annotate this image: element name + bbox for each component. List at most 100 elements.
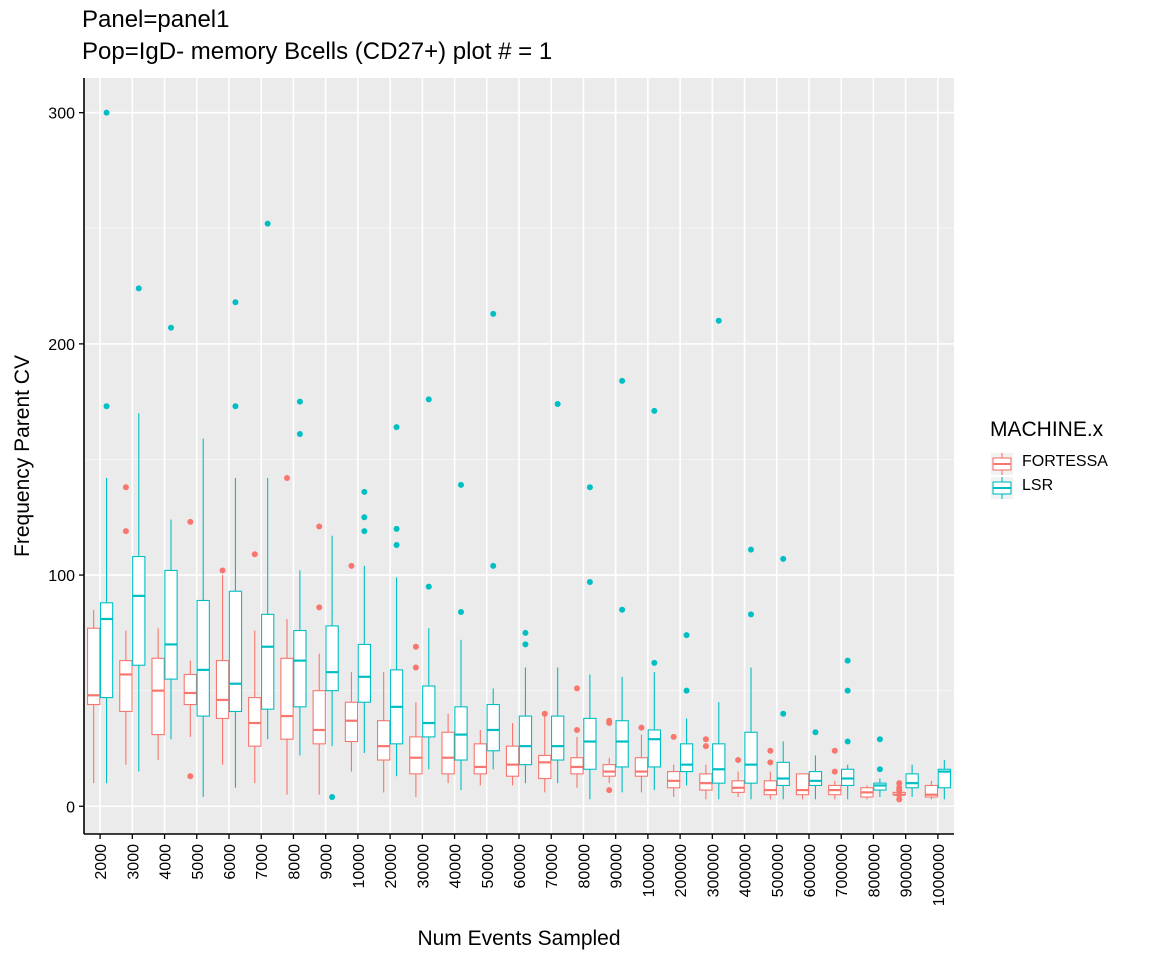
box-lsr [615, 377, 629, 793]
outlier-point [812, 729, 819, 736]
box-iqr [151, 657, 165, 736]
outlier-point [135, 285, 142, 292]
box-iqr [699, 773, 713, 791]
outlier-point [683, 632, 690, 639]
box-iqr [647, 729, 662, 768]
box-lsr [744, 546, 758, 800]
box-fortessa [763, 747, 778, 800]
box-fortessa [570, 685, 584, 788]
outlier-point [844, 687, 851, 694]
y-axis-label: Frequency Parent CV [11, 355, 34, 557]
box-iqr [763, 780, 778, 796]
box-iqr [312, 690, 326, 745]
outlier-point [715, 317, 722, 324]
outlier-point [702, 736, 709, 743]
box-iqr [937, 768, 952, 789]
outlier-point [296, 398, 303, 405]
box-fortessa [538, 710, 552, 793]
y-tick-label: 100 [48, 568, 75, 585]
outlier-point [748, 546, 754, 553]
box-iqr [905, 773, 919, 789]
box-lsr [679, 632, 694, 786]
x-tick-label: 50000 [480, 844, 497, 889]
box-iqr [873, 782, 887, 791]
outlier-point [831, 747, 838, 754]
outlier-point [748, 611, 754, 618]
box-iqr [132, 556, 146, 666]
x-tick-label: 80000 [576, 844, 593, 889]
outlier-point [122, 484, 129, 491]
outlier-point [187, 518, 194, 525]
box-lsr [486, 310, 500, 770]
box-iqr [840, 768, 855, 786]
box-fortessa [409, 643, 423, 798]
x-tick-label: 700000 [834, 844, 851, 897]
box-iqr [119, 660, 133, 713]
box-iqr [550, 715, 565, 761]
box-fortessa [666, 733, 681, 798]
outlier-point [296, 431, 303, 438]
box-fortessa [344, 562, 359, 772]
x-tick-label: 5000 [190, 844, 207, 880]
box-fortessa [731, 757, 745, 798]
outlier-point [702, 743, 709, 750]
box-fortessa [699, 736, 713, 800]
outlier-point [458, 481, 464, 488]
box-lsr [518, 629, 533, 784]
box-fortessa [795, 773, 810, 800]
box-iqr [260, 613, 275, 710]
box-iqr [86, 627, 101, 706]
box-iqr [679, 743, 694, 773]
box-fortessa [119, 484, 133, 765]
outlier-point [122, 528, 129, 535]
box-iqr [583, 717, 597, 770]
box-fortessa [183, 518, 198, 780]
outlier-point [103, 109, 110, 116]
box-iqr [357, 643, 372, 703]
x-tick-label: 900000 [899, 844, 916, 897]
box-iqr [196, 599, 210, 717]
legend-title: MACHINE.x [990, 418, 1104, 441]
box-fortessa [151, 628, 165, 761]
box-iqr [422, 685, 436, 738]
box-iqr [744, 731, 758, 784]
outlier-point [490, 310, 497, 317]
box-lsr [550, 400, 565, 784]
outlier-point [683, 687, 690, 694]
box-iqr [376, 720, 391, 761]
outlier-point [638, 724, 645, 731]
box-iqr [441, 731, 455, 775]
outlier-point [767, 747, 774, 754]
y-tick-label: 300 [48, 106, 75, 123]
x-tick-label: 9000 [319, 844, 336, 880]
outlier-point [232, 403, 239, 410]
box-lsr [164, 324, 178, 740]
outlier-point [831, 768, 838, 775]
box-iqr [518, 715, 533, 766]
outlier-point [780, 710, 787, 717]
outlier-point [767, 759, 774, 766]
outlier-point [619, 606, 626, 613]
box-lsr [357, 488, 372, 754]
x-tick-label: 30000 [415, 844, 432, 889]
x-tick-label: 200000 [673, 844, 690, 897]
chart-subtitle: Pop=IgD- memory Bcells (CD27+) plot # = … [82, 38, 553, 65]
x-tick-label: 600000 [802, 844, 819, 897]
outlier-point [606, 717, 613, 724]
box-iqr [712, 743, 726, 784]
outlier-point [329, 794, 336, 801]
outlier-point [651, 659, 658, 666]
outlier-point [735, 757, 742, 764]
outlier-point [187, 773, 194, 780]
box-iqr [248, 697, 262, 747]
outlier-point [316, 523, 323, 530]
x-tick-label: 800000 [866, 844, 883, 897]
x-tick-label: 40000 [448, 844, 465, 889]
box-fortessa [280, 474, 294, 795]
box-iqr [666, 771, 681, 789]
box-fortessa [376, 672, 391, 793]
box-fortessa [473, 729, 488, 786]
box-lsr [647, 407, 662, 791]
box-fortessa [828, 747, 842, 800]
box-iqr [344, 701, 359, 743]
